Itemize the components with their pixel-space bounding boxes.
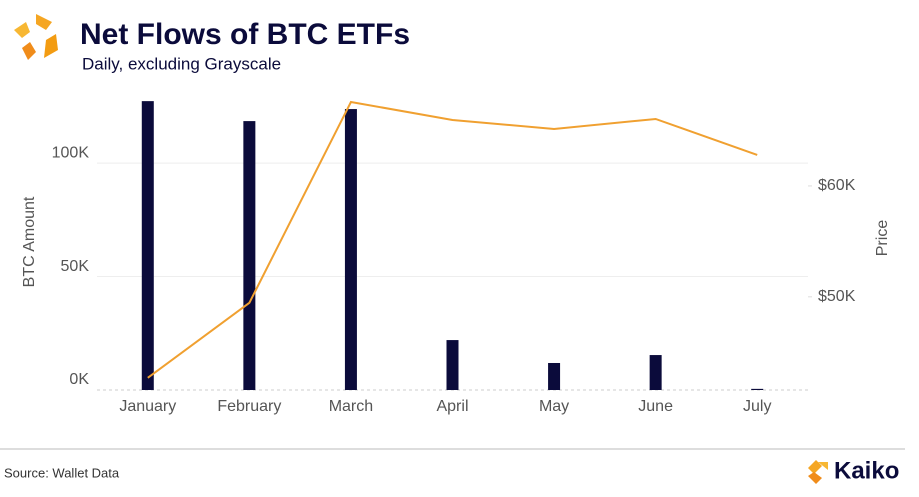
x-tick-label: April	[436, 398, 468, 415]
logo-mark	[14, 14, 58, 60]
x-tick-label: January	[119, 398, 176, 415]
y-axis-title: BTC Amount	[21, 196, 38, 287]
bar	[243, 121, 256, 390]
x-tick-label: May	[539, 398, 569, 415]
x-tick-label: July	[743, 398, 771, 415]
x-tick-label: March	[329, 398, 373, 415]
brand-name: Kaiko	[834, 457, 899, 484]
bar	[649, 355, 662, 390]
x-tick-label: June	[638, 398, 673, 415]
bar	[751, 388, 764, 390]
y-tick-label: 50K	[61, 258, 90, 275]
bar	[141, 101, 154, 390]
y-tick-label: 100K	[52, 144, 90, 161]
bar	[548, 362, 561, 390]
chart-subtitle: Daily, excluding Grayscale	[82, 54, 281, 73]
source-note: Source: Wallet Data	[4, 465, 120, 480]
price-line	[147, 100, 758, 379]
x-tick-label: February	[217, 398, 281, 415]
y2-axis-title: Price	[874, 220, 891, 257]
chart-title: Net Flows of BTC ETFs	[80, 18, 410, 51]
y-tick-label: 0K	[69, 371, 89, 388]
y2-tick-label: $60K	[818, 177, 856, 194]
y2-tick-label: $50K	[818, 288, 856, 305]
bar	[446, 340, 459, 390]
brand-logo	[808, 460, 828, 484]
bar	[344, 109, 357, 391]
